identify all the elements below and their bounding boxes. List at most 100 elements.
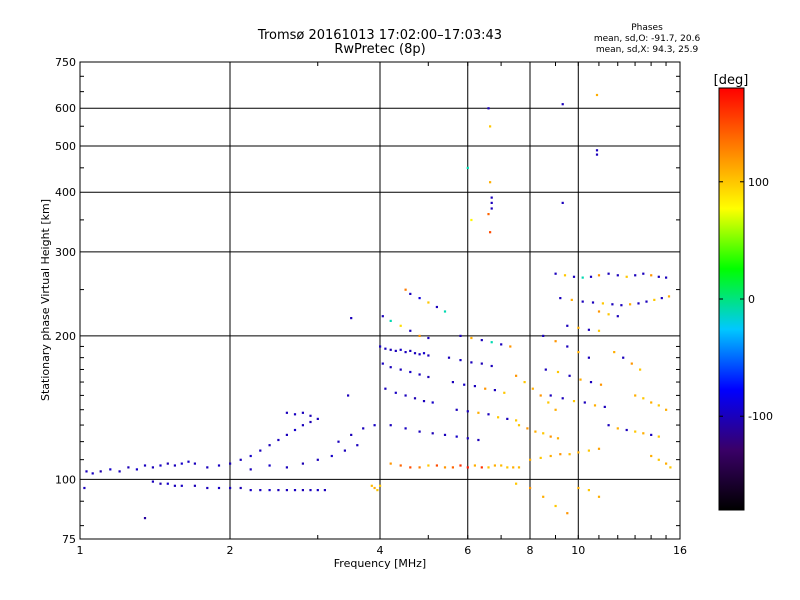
- data-point: [301, 411, 304, 414]
- data-point: [206, 466, 209, 469]
- data-point: [477, 411, 480, 414]
- colorbar-tick-label: 100: [748, 176, 769, 189]
- data-point: [343, 449, 346, 452]
- data-point: [277, 438, 280, 442]
- data-point: [526, 427, 529, 430]
- data-point: [529, 486, 532, 490]
- data-point: [389, 424, 392, 427]
- data-point: [484, 387, 487, 390]
- data-point: [463, 383, 466, 386]
- data-point: [577, 486, 580, 490]
- data-point: [480, 362, 483, 365]
- data-point: [613, 351, 616, 354]
- data-point: [217, 486, 221, 490]
- data-point: [422, 352, 426, 355]
- data-point: [316, 458, 319, 461]
- data-point: [653, 298, 656, 301]
- data-point: [193, 462, 196, 465]
- data-point: [389, 319, 392, 322]
- data-point: [577, 451, 580, 454]
- data-point: [583, 401, 586, 404]
- data-point: [625, 428, 628, 432]
- data-point: [350, 317, 353, 320]
- data-point: [517, 424, 521, 427]
- data-point: [597, 329, 601, 332]
- chart-subtitle: RwPretec (8p): [334, 42, 426, 57]
- data-point: [413, 352, 417, 355]
- data-point: [512, 466, 515, 469]
- data-point: [370, 484, 373, 487]
- data-point: [539, 394, 542, 397]
- data-point: [451, 466, 454, 469]
- data-point: [490, 201, 493, 204]
- data-point: [493, 464, 496, 467]
- data-point: [418, 373, 421, 376]
- data-point: [268, 444, 271, 447]
- data-point: [577, 326, 580, 329]
- data-point: [589, 381, 593, 384]
- data-point: [542, 432, 545, 435]
- data-point: [309, 420, 312, 424]
- data-point: [409, 292, 412, 295]
- data-point: [384, 387, 387, 390]
- data-point: [487, 466, 490, 469]
- data-point: [634, 430, 637, 433]
- data-point: [556, 437, 560, 440]
- data-point: [404, 288, 407, 291]
- data-point: [607, 313, 610, 316]
- data-point: [193, 484, 196, 487]
- y-tick-label: 600: [55, 102, 76, 115]
- data-point: [506, 466, 509, 469]
- data-point: [466, 466, 469, 469]
- data-point: [634, 394, 637, 397]
- data-point: [531, 387, 534, 390]
- data-point: [404, 394, 407, 397]
- data-point: [470, 361, 473, 364]
- data-point: [427, 464, 430, 467]
- phase-stats-o: mean, sd,O: -91.7, 20.6: [593, 34, 701, 44]
- data-point: [490, 196, 493, 199]
- data-point: [180, 462, 183, 465]
- data-point: [135, 468, 138, 471]
- data-point: [607, 424, 610, 427]
- data-point: [301, 424, 304, 427]
- data-point: [568, 374, 571, 377]
- data-point: [431, 401, 434, 404]
- data-point: [447, 356, 451, 359]
- data-point: [159, 464, 162, 467]
- data-point: [591, 301, 595, 304]
- data-point: [337, 440, 340, 443]
- y-tick-label: 500: [55, 140, 76, 153]
- data-point: [109, 468, 112, 471]
- data-point: [259, 489, 262, 492]
- data-point: [431, 432, 434, 435]
- data-point: [549, 394, 552, 397]
- data-point: [229, 462, 232, 465]
- data-point: [657, 458, 660, 461]
- data-point: [549, 454, 552, 458]
- data-point: [667, 295, 671, 298]
- data-point: [418, 334, 421, 337]
- data-point: [630, 362, 633, 365]
- data-point: [500, 464, 503, 467]
- data-point: [506, 417, 509, 420]
- data-point: [487, 213, 490, 216]
- data-point: [399, 464, 402, 467]
- data-points: [83, 93, 672, 520]
- data-point: [490, 207, 493, 210]
- data-point: [455, 408, 458, 411]
- data-point: [85, 470, 88, 473]
- data-point: [409, 466, 412, 469]
- data-point: [427, 301, 430, 304]
- data-point: [572, 275, 576, 278]
- data-point: [490, 341, 493, 344]
- data-point: [379, 345, 382, 348]
- data-point: [581, 276, 584, 279]
- data-point: [547, 401, 550, 404]
- data-point: [285, 411, 288, 414]
- data-point: [455, 435, 458, 438]
- data-point: [593, 404, 597, 407]
- data-point: [587, 449, 590, 452]
- data-point: [620, 304, 623, 307]
- data-point: [473, 385, 476, 388]
